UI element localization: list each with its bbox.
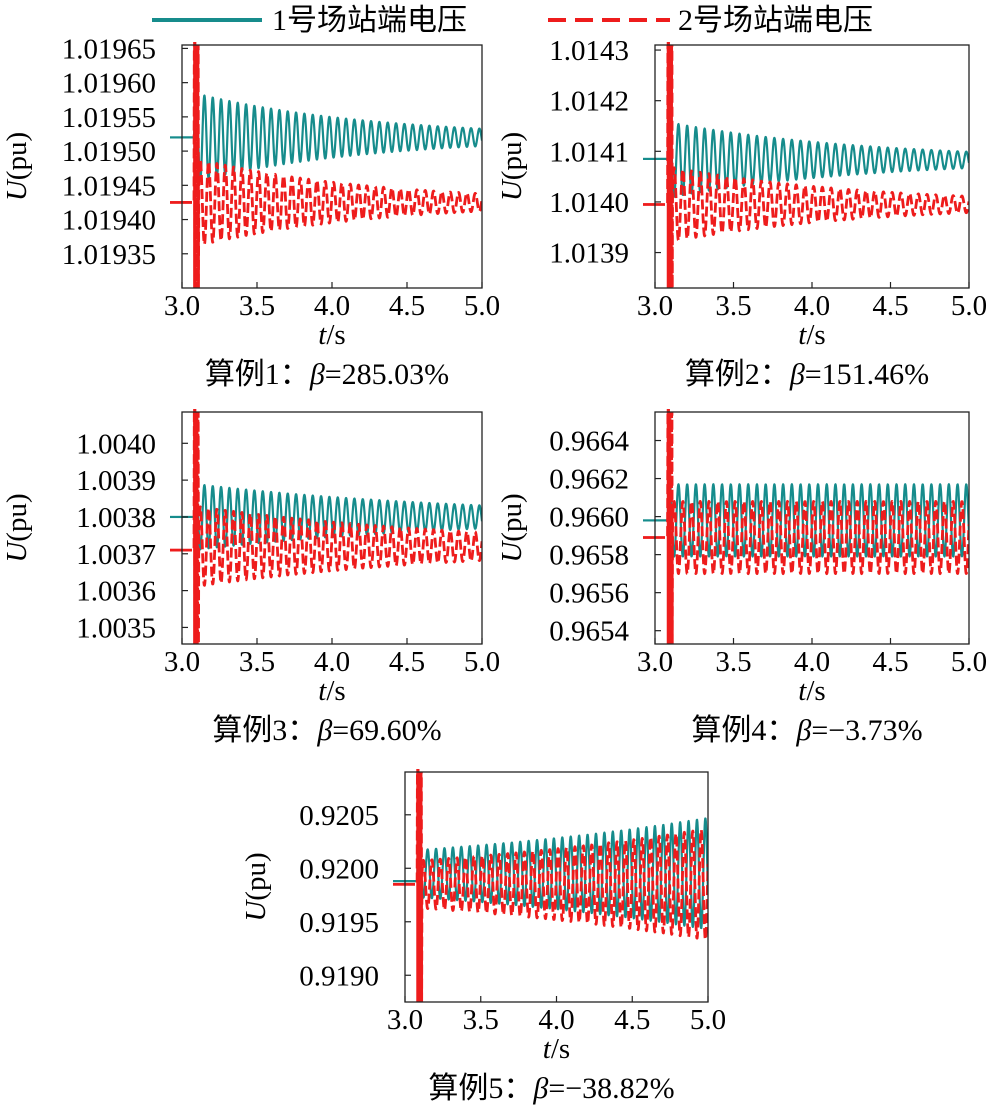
- x-tick-label: 3.5: [715, 646, 751, 678]
- panel-caption: 算例1：β=285.03%: [205, 358, 449, 391]
- y-tick-label: 1.01965: [62, 33, 156, 65]
- x-tick-label: 3.0: [164, 290, 200, 322]
- legend-label-station2: 2号场站端电压: [678, 4, 873, 37]
- y-tick-label: 1.01935: [62, 239, 156, 271]
- y-tick-label: 0.9662: [549, 464, 629, 496]
- x-tick-label: 4.0: [538, 1004, 574, 1036]
- x-tick-label: 3.0: [637, 290, 673, 322]
- x-tick-label: 5.0: [951, 646, 987, 678]
- x-axis-label: t/s: [543, 1033, 570, 1065]
- x-tick-label: 4.0: [794, 646, 830, 678]
- series-line-station2: [182, 45, 482, 288]
- x-tick-label: 3.0: [387, 1004, 423, 1036]
- series-line-station2: [182, 412, 482, 644]
- series-line-station1: [182, 92, 482, 182]
- x-tick-label: 5.0: [464, 290, 500, 322]
- y-tick-label: 1.0143: [549, 35, 629, 67]
- y-tick-label: 0.9195: [299, 907, 379, 939]
- y-tick-label: 0.9190: [299, 960, 379, 992]
- y-tick-label: 1.0142: [549, 86, 629, 118]
- y-tick-label: 1.01960: [62, 68, 156, 100]
- x-tick-label: 3.0: [637, 646, 673, 678]
- x-tick-label: 4.5: [389, 646, 425, 678]
- y-tick-label: 1.0037: [76, 539, 156, 571]
- chart-panel-5: 3.0 3.5 4.0 4.5 5.0 0.9190 0.9195 0.9200 0.9205 t…: [240, 769, 726, 1105]
- legend-label-station1: 1号场站端电压: [272, 4, 467, 37]
- x-tick-label: 3.5: [715, 290, 751, 322]
- y-tick-label: 0.9205: [299, 800, 379, 832]
- y-tick-label: 1.01940: [62, 205, 156, 237]
- y-tick-label: 1.0040: [76, 428, 156, 460]
- y-tick-label: 0.9200: [299, 853, 379, 885]
- series-line-station2: [405, 772, 708, 1002]
- y-tick-label: 1.0036: [76, 576, 156, 608]
- y-tick-label: 0.9660: [549, 502, 629, 534]
- panel-caption: 算例4：β=−3.73%: [691, 714, 922, 747]
- x-tick-label: 3.5: [463, 1004, 499, 1036]
- x-tick-label: 3.5: [239, 290, 275, 322]
- y-tick-label: 1.01945: [62, 170, 156, 202]
- x-axis-label: t/s: [318, 675, 345, 707]
- chart-panel-3: 3.0 3.5 4.0 4.5 5.0 1.0035 1.0036 1.0037 1.0038 1…: [1, 409, 500, 747]
- series-line-station2: [655, 412, 969, 644]
- x-axis-label: t/s: [318, 319, 345, 351]
- legend: 1号场站端电压 2号场站端电压: [152, 4, 873, 37]
- y-axis-label: U(pu): [496, 493, 528, 562]
- y-tick-label: 0.9664: [549, 426, 629, 458]
- panel-caption: 算例2：β=151.46%: [685, 358, 929, 391]
- y-tick-label: 1.01950: [62, 136, 156, 168]
- x-tick-label: 3.5: [239, 646, 275, 678]
- x-tick-label: 5.0: [464, 646, 500, 678]
- y-tick-label: 1.0139: [549, 238, 629, 270]
- x-tick-label: 5.0: [690, 1004, 726, 1036]
- x-tick-label: 3.0: [164, 646, 200, 678]
- y-axis-label: U(pu): [496, 132, 528, 201]
- y-tick-label: 1.0038: [76, 502, 156, 534]
- x-tick-label: 4.5: [872, 646, 908, 678]
- chart-panel-4: 3.0 3.5 4.0 4.5 5.0 0.9654 0.9656 0.9658 0.9660 0…: [496, 409, 987, 747]
- y-tick-label: 0.9658: [549, 540, 629, 572]
- y-tick-label: 1.0141: [549, 136, 629, 168]
- x-tick-label: 4.5: [872, 290, 908, 322]
- y-tick-label: 1.0140: [549, 187, 629, 219]
- y-tick-label: 0.9654: [549, 616, 629, 648]
- x-axis-label: t/s: [798, 675, 825, 707]
- y-axis-label: U(pu): [1, 132, 33, 201]
- y-tick-label: 1.01955: [62, 102, 156, 134]
- series-line-station2: [655, 45, 969, 288]
- panel-caption: 算例3：β=69.60%: [212, 714, 441, 747]
- y-axis-label: U(pu): [1, 493, 33, 562]
- chart-panel-2: 3.0 3.5 4.0 4.5 5.0 1.0139 1.0140 1.0141 1.0142 1…: [496, 35, 987, 391]
- y-tick-label: 0.9656: [549, 578, 629, 610]
- y-axis-label: U(pu): [240, 852, 272, 921]
- chart-panel-1: 3.0 3.5 4.0 4.5 5.01.019351.019401.019451.01…: [1, 33, 500, 391]
- x-axis-label: t/s: [798, 319, 825, 351]
- y-tick-label: 1.0035: [76, 612, 156, 644]
- panel-caption: 算例5：β=−38.82%: [428, 1072, 674, 1105]
- x-tick-label: 4.0: [794, 290, 830, 322]
- series-line-station1: [655, 121, 969, 198]
- x-tick-label: 4.0: [314, 646, 350, 678]
- y-tick-label: 1.0039: [76, 465, 156, 497]
- chart-panels: 3.0 3.5 4.0 4.5 5.01.019351.019401.019451.01…: [1, 33, 987, 1105]
- x-tick-label: 4.5: [389, 290, 425, 322]
- x-tick-label: 4.5: [614, 1004, 650, 1036]
- x-tick-label: 5.0: [951, 290, 987, 322]
- x-tick-label: 4.0: [314, 290, 350, 322]
